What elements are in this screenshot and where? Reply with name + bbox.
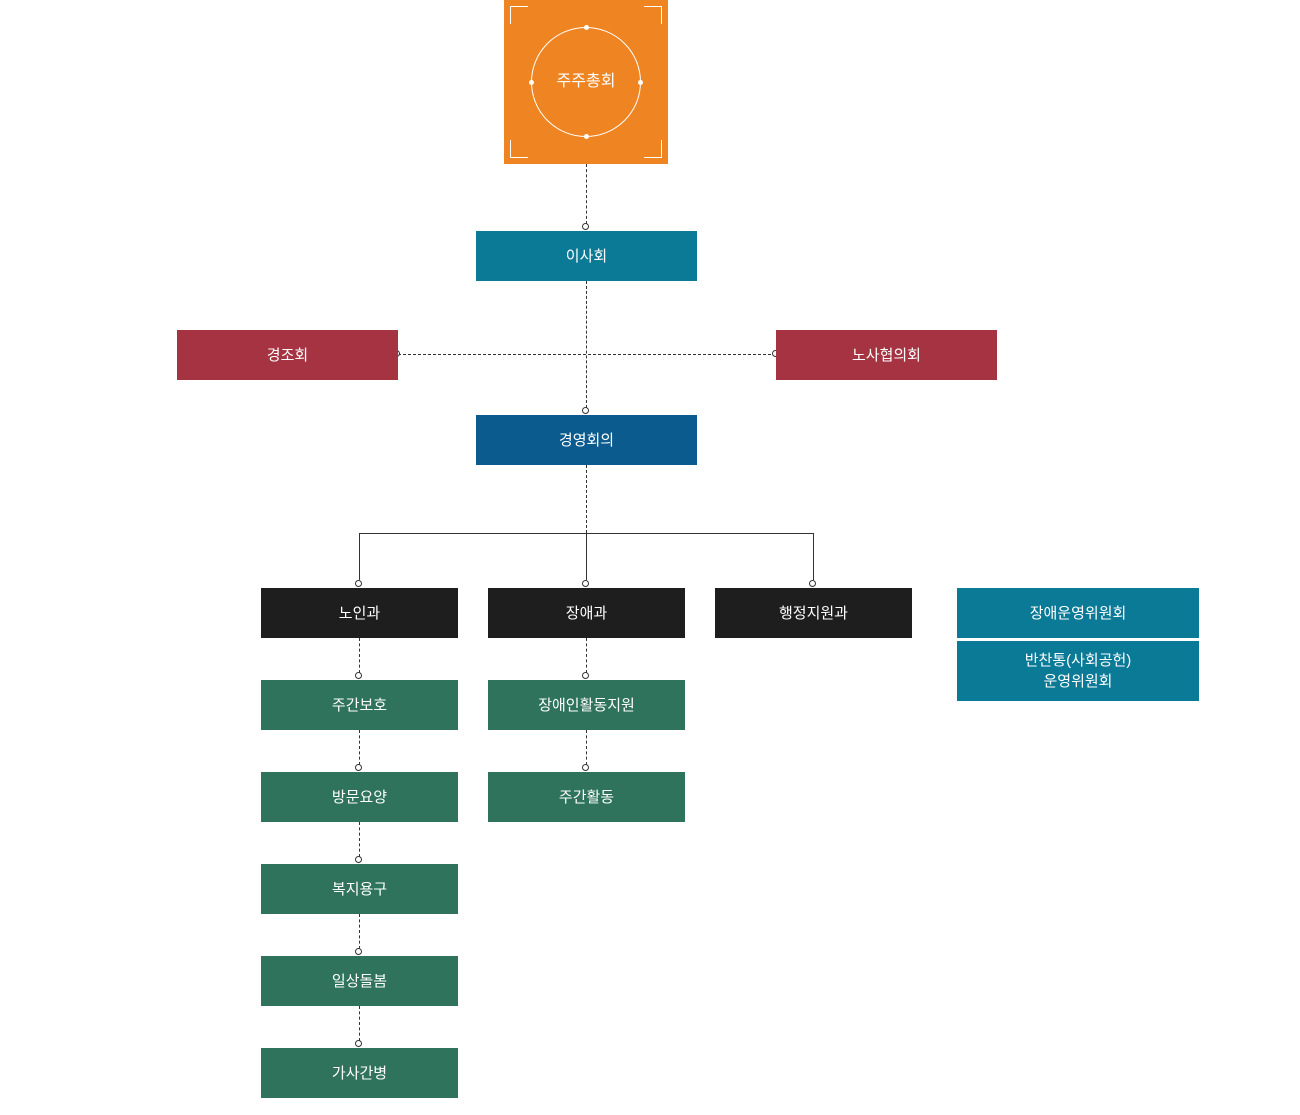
labor-label: 노사협의회	[852, 345, 921, 366]
condolence-label: 경조회	[267, 345, 308, 366]
side1-label: 장애운영위원회	[1030, 603, 1127, 624]
g1-1-node: 주간보호	[261, 680, 458, 730]
dept1-node: 노인과	[261, 588, 458, 638]
g1-5-label: 가사간병	[332, 1063, 387, 1084]
g2-2-node: 주간활동	[488, 772, 685, 822]
dept3-label: 행정지원과	[779, 603, 848, 624]
dept2-node: 장애과	[488, 588, 685, 638]
g2-2-label: 주간활동	[559, 787, 614, 808]
g2-1-label: 장애인활동지원	[538, 695, 635, 716]
g1-4-label: 일상돌봄	[332, 971, 387, 992]
root-node: 주주총회	[504, 0, 668, 164]
mgmt-label: 경영회의	[559, 430, 614, 451]
dept3-node: 행정지원과	[715, 588, 912, 638]
g1-3-label: 복지용구	[332, 879, 387, 900]
g1-5-node: 가사간병	[261, 1048, 458, 1098]
mgmt-node: 경영회의	[476, 415, 697, 465]
root-label: 주주총회	[557, 71, 616, 93]
labor-node: 노사협의회	[776, 330, 997, 380]
condolence-node: 경조회	[177, 330, 398, 380]
side2-label: 반찬통(사회공헌) 운영위원회	[1025, 650, 1132, 692]
g1-2-label: 방문요양	[332, 787, 387, 808]
g1-2-node: 방문요양	[261, 772, 458, 822]
side2-node: 반찬통(사회공헌) 운영위원회	[957, 641, 1199, 701]
board-label: 이사회	[566, 246, 607, 267]
dept2-label: 장애과	[566, 603, 607, 624]
side1-node: 장애운영위원회	[957, 588, 1199, 638]
g1-4-node: 일상돌봄	[261, 956, 458, 1006]
g1-3-node: 복지용구	[261, 864, 458, 914]
board-node: 이사회	[476, 231, 697, 281]
g2-1-node: 장애인활동지원	[488, 680, 685, 730]
org-chart: 주주총회 이사회 경조회 노사협의회 경영회의 노인과	[0, 0, 1300, 1115]
dept1-label: 노인과	[339, 603, 380, 624]
g1-1-label: 주간보호	[332, 695, 387, 716]
